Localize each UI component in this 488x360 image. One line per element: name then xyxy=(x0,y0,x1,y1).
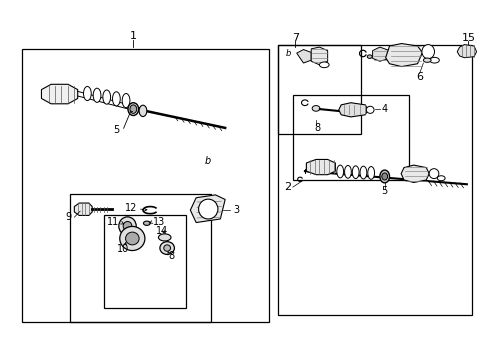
Polygon shape xyxy=(41,84,78,104)
Polygon shape xyxy=(310,47,327,65)
Polygon shape xyxy=(296,50,310,63)
Ellipse shape xyxy=(143,221,150,225)
Ellipse shape xyxy=(428,168,438,179)
Ellipse shape xyxy=(429,57,438,63)
Ellipse shape xyxy=(421,45,434,59)
Text: 4: 4 xyxy=(381,104,386,114)
Text: 9: 9 xyxy=(66,212,72,222)
Ellipse shape xyxy=(130,105,137,113)
Bar xyxy=(278,45,471,315)
Ellipse shape xyxy=(122,94,130,108)
Ellipse shape xyxy=(344,166,350,178)
Text: 7: 7 xyxy=(291,33,298,43)
Bar xyxy=(22,49,268,322)
Ellipse shape xyxy=(366,106,373,113)
Bar xyxy=(104,215,186,307)
Ellipse shape xyxy=(319,62,328,68)
Text: b: b xyxy=(204,156,211,166)
Ellipse shape xyxy=(93,88,101,102)
Polygon shape xyxy=(385,44,422,67)
Text: 2: 2 xyxy=(284,182,291,192)
Ellipse shape xyxy=(366,55,371,58)
Ellipse shape xyxy=(125,232,139,245)
Text: 13: 13 xyxy=(152,217,164,227)
Ellipse shape xyxy=(160,242,174,255)
Ellipse shape xyxy=(359,166,366,179)
Ellipse shape xyxy=(102,90,110,104)
Ellipse shape xyxy=(123,221,132,231)
Text: 11: 11 xyxy=(107,217,119,227)
Bar xyxy=(70,194,210,322)
Ellipse shape xyxy=(112,92,120,106)
Text: 6: 6 xyxy=(415,72,422,82)
Ellipse shape xyxy=(198,199,218,219)
Ellipse shape xyxy=(83,86,91,100)
Polygon shape xyxy=(74,203,92,215)
Ellipse shape xyxy=(381,173,387,180)
Text: b: b xyxy=(285,49,290,58)
Text: 15: 15 xyxy=(460,33,474,43)
Polygon shape xyxy=(190,195,224,222)
Ellipse shape xyxy=(436,176,444,181)
Ellipse shape xyxy=(139,105,146,117)
Ellipse shape xyxy=(367,167,374,179)
Bar xyxy=(278,45,360,134)
Bar xyxy=(292,95,408,180)
Text: 5: 5 xyxy=(113,125,119,135)
Text: 8: 8 xyxy=(313,122,320,132)
Text: 5: 5 xyxy=(381,186,387,196)
Ellipse shape xyxy=(120,226,144,251)
Polygon shape xyxy=(306,159,335,175)
Ellipse shape xyxy=(311,105,319,111)
Ellipse shape xyxy=(119,217,136,235)
Polygon shape xyxy=(372,47,389,61)
Ellipse shape xyxy=(379,170,389,183)
Text: 10: 10 xyxy=(116,244,128,254)
Polygon shape xyxy=(400,165,428,183)
Ellipse shape xyxy=(351,166,358,179)
Text: 14: 14 xyxy=(156,226,168,237)
Text: 3: 3 xyxy=(233,205,239,215)
Text: 12: 12 xyxy=(124,203,137,213)
Ellipse shape xyxy=(163,245,170,251)
Ellipse shape xyxy=(128,103,138,116)
Ellipse shape xyxy=(158,234,171,241)
Text: 8: 8 xyxy=(167,251,174,261)
Polygon shape xyxy=(456,45,476,58)
Ellipse shape xyxy=(336,165,343,178)
Ellipse shape xyxy=(423,58,430,62)
Polygon shape xyxy=(338,103,367,117)
Text: 1: 1 xyxy=(129,31,137,41)
